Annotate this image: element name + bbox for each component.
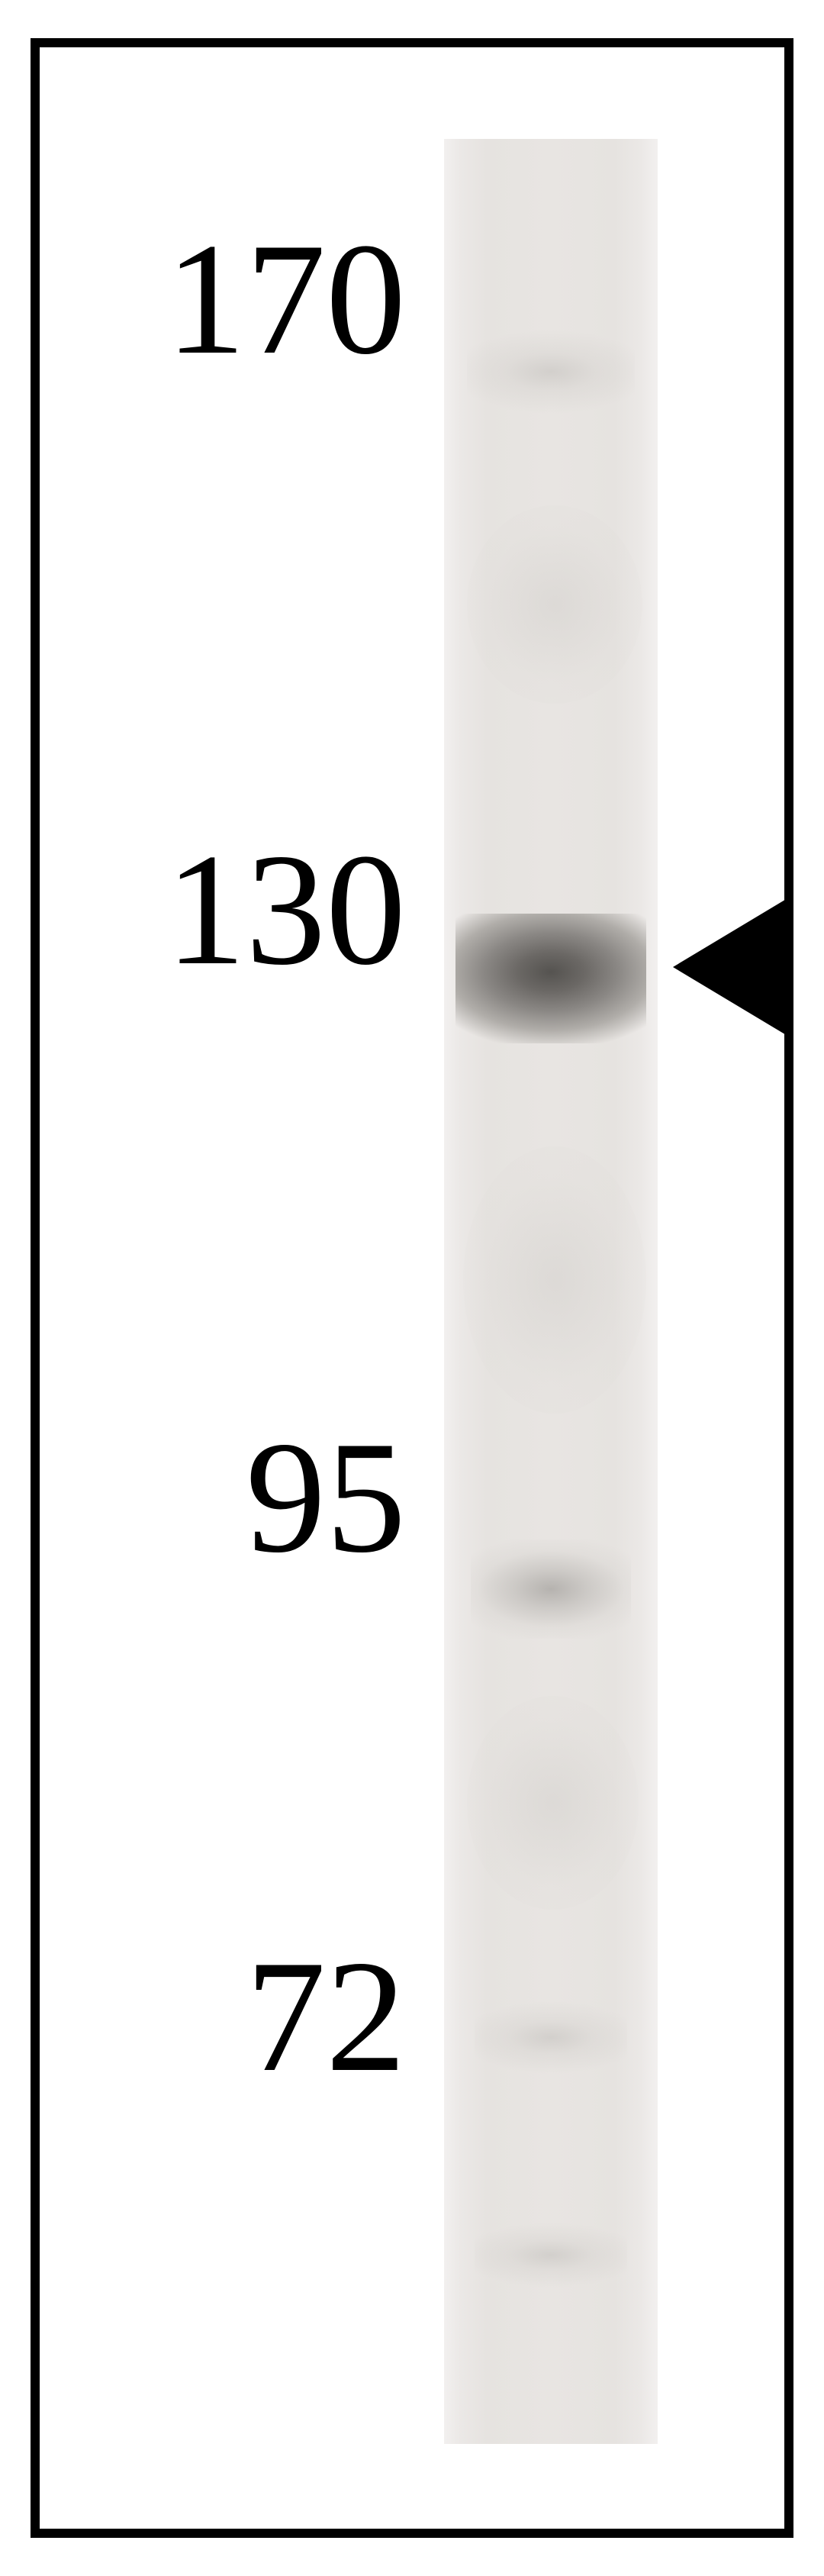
lane-smudge <box>467 1696 639 1910</box>
blot-band-main <box>455 914 646 1043</box>
blot-band-faint <box>471 1539 631 1639</box>
mw-marker-72: 72 <box>154 1925 406 2109</box>
blot-frame: 170 130 95 72 <box>31 38 793 2538</box>
lane-smudge <box>467 505 642 704</box>
blot-band-faint <box>475 2223 627 2287</box>
mw-marker-170: 170 <box>101 208 406 392</box>
mw-marker-130: 130 <box>101 818 406 1002</box>
blot-band-faint <box>467 330 635 414</box>
band-arrow-icon <box>673 898 787 1036</box>
lane-smudge <box>463 1146 646 1414</box>
blot-band-faint <box>475 2001 627 2074</box>
mw-marker-95: 95 <box>154 1406 406 1590</box>
